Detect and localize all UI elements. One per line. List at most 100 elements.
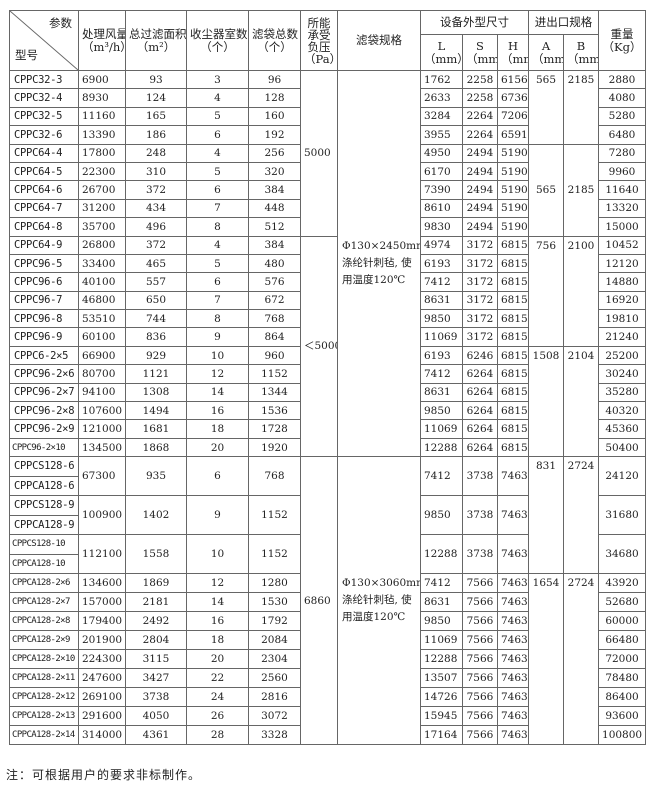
filter-area-cell: 124 (125, 88, 187, 108)
weight-cell: 45360 (598, 419, 647, 439)
height-cell: 7463 (496, 649, 530, 670)
filter-area-cell: 465 (125, 253, 187, 274)
bag-count-cell: 1152 (248, 534, 301, 575)
air-volume-cell: 17800 (78, 143, 126, 163)
weight-cell: 4080 (598, 88, 647, 108)
length-cell: 11069 (420, 327, 463, 347)
header-bags: 滤袋总数 （个） (248, 10, 301, 71)
model-cell: CPPCA128-10 (9, 553, 79, 575)
width-cell: 6264 (462, 419, 498, 439)
filter-area-cell: 1681 (125, 419, 187, 439)
port-a-cell: 565 (528, 70, 565, 145)
weight-cell: 11640 (598, 180, 647, 200)
weight-cell: 13320 (598, 198, 647, 219)
width-cell: 2258 (462, 69, 498, 90)
model-cell: CPPCA128-2×13 (9, 706, 79, 727)
length-cell: 11069 (420, 630, 463, 651)
pressure-cell: 5000 (300, 70, 338, 237)
air-volume-cell: 157000 (78, 592, 126, 613)
bag-count-cell: 448 (248, 198, 301, 219)
bag-count-cell: 2560 (248, 668, 301, 689)
model-cell: CPPC96-2×9 (9, 419, 79, 439)
header-area: 总过滤面积 （m²） (125, 10, 187, 71)
model-cell: CPPC96-2×6 (9, 364, 79, 384)
filter-area-cell: 1868 (125, 437, 187, 458)
weight-cell: 19810 (598, 309, 647, 329)
weight-cell: 35280 (598, 382, 647, 403)
height-cell: 7463 (496, 668, 530, 689)
pressure-cell: ＜5000 (300, 235, 338, 458)
header-L: L（mm） (420, 34, 463, 71)
filter-area-cell: 165 (125, 106, 187, 127)
table-row: CPPCA128-2×8 179400 2492 16 1792 9850 7566 7463… (9, 611, 647, 632)
filter-area-cell: 935 (125, 456, 187, 497)
length-cell: 15945 (420, 706, 463, 727)
width-cell: 7566 (462, 592, 498, 613)
weight-cell: 16920 (598, 290, 647, 311)
height-cell: 7463 (496, 687, 530, 708)
weight-cell: 12120 (598, 253, 647, 274)
header-weight: 重量 （Kg） (598, 10, 647, 71)
length-cell: 13507 (420, 668, 463, 689)
weight-cell: 6480 (598, 125, 647, 145)
model-cell: CPPCA128-2×9 (9, 630, 79, 651)
width-cell: 7566 (462, 668, 498, 689)
weight-cell: 60000 (598, 611, 647, 632)
model-cell: CPPCS128-9 (9, 495, 79, 516)
width-cell: 6264 (462, 382, 498, 403)
height-cell: 7463 (496, 706, 530, 727)
filter-area-cell: 310 (125, 161, 187, 182)
room-count-cell: 4 (186, 143, 249, 163)
header-H: H（mm） (496, 34, 530, 71)
length-cell: 9850 (420, 611, 463, 632)
table-row: CPPCS128-10 112100 1558 10 1152 12288 3738 7463… (9, 534, 647, 575)
filter-area-cell: 434 (125, 198, 187, 219)
model-cell: CPPCA128-2×8 (9, 611, 79, 632)
length-cell: 14726 (420, 687, 463, 708)
room-count-cell: 24 (186, 687, 249, 708)
filter-area-cell: 836 (125, 327, 187, 347)
weight-cell: 5280 (598, 106, 647, 127)
filter-area-cell: 3738 (125, 687, 187, 708)
filter-area-cell: 186 (125, 125, 187, 145)
air-volume-cell: 100900 (78, 495, 126, 536)
width-cell: 2494 (462, 161, 498, 182)
room-count-cell: 14 (186, 382, 249, 403)
room-count-cell: 4 (186, 88, 249, 108)
model-cell: CPPC64-9 (9, 235, 79, 255)
bag-count-cell: 960 (248, 345, 301, 366)
length-cell: 3284 (420, 106, 463, 127)
filter-area-cell: 248 (125, 143, 187, 163)
header-dims: 设备外型尺寸 (419, 10, 530, 35)
filter-area-cell: 3427 (125, 668, 187, 689)
model-cell: CPPC64-8 (9, 217, 79, 237)
width-cell: 7566 (462, 649, 498, 670)
port-b-cell: 2100 (563, 235, 600, 347)
model-cell: CPPCA128-2×7 (9, 592, 79, 613)
weight-cell: 14880 (598, 272, 647, 292)
bag-count-cell: 864 (248, 327, 301, 347)
room-count-cell: 6 (186, 456, 249, 497)
weight-cell: 40320 (598, 401, 647, 421)
length-cell: 7412 (420, 272, 463, 292)
weight-cell: 21240 (598, 327, 647, 347)
room-count-cell: 4 (186, 235, 249, 255)
height-cell: 7463 (496, 534, 530, 575)
model-cell: CPPC96-2×8 (9, 401, 79, 421)
length-cell: 7412 (420, 573, 463, 594)
bag-count-cell: 128 (248, 88, 301, 108)
length-cell: 9850 (420, 401, 463, 421)
air-volume-cell: 26700 (78, 180, 126, 200)
room-count-cell: 6 (186, 180, 249, 200)
width-cell: 3172 (462, 235, 498, 255)
bag-count-cell: 1792 (248, 611, 301, 632)
length-cell: 8631 (420, 592, 463, 613)
length-cell: 9850 (420, 495, 463, 536)
header-S: S（mm） (462, 34, 498, 71)
height-cell: 7463 (496, 495, 530, 536)
height-cell: 6815 (496, 364, 530, 384)
air-volume-cell: 40100 (78, 272, 126, 292)
width-cell: 7566 (462, 687, 498, 708)
model-cell: CPPCS128-6 (9, 456, 79, 477)
filter-area-cell: 3115 (125, 649, 187, 670)
